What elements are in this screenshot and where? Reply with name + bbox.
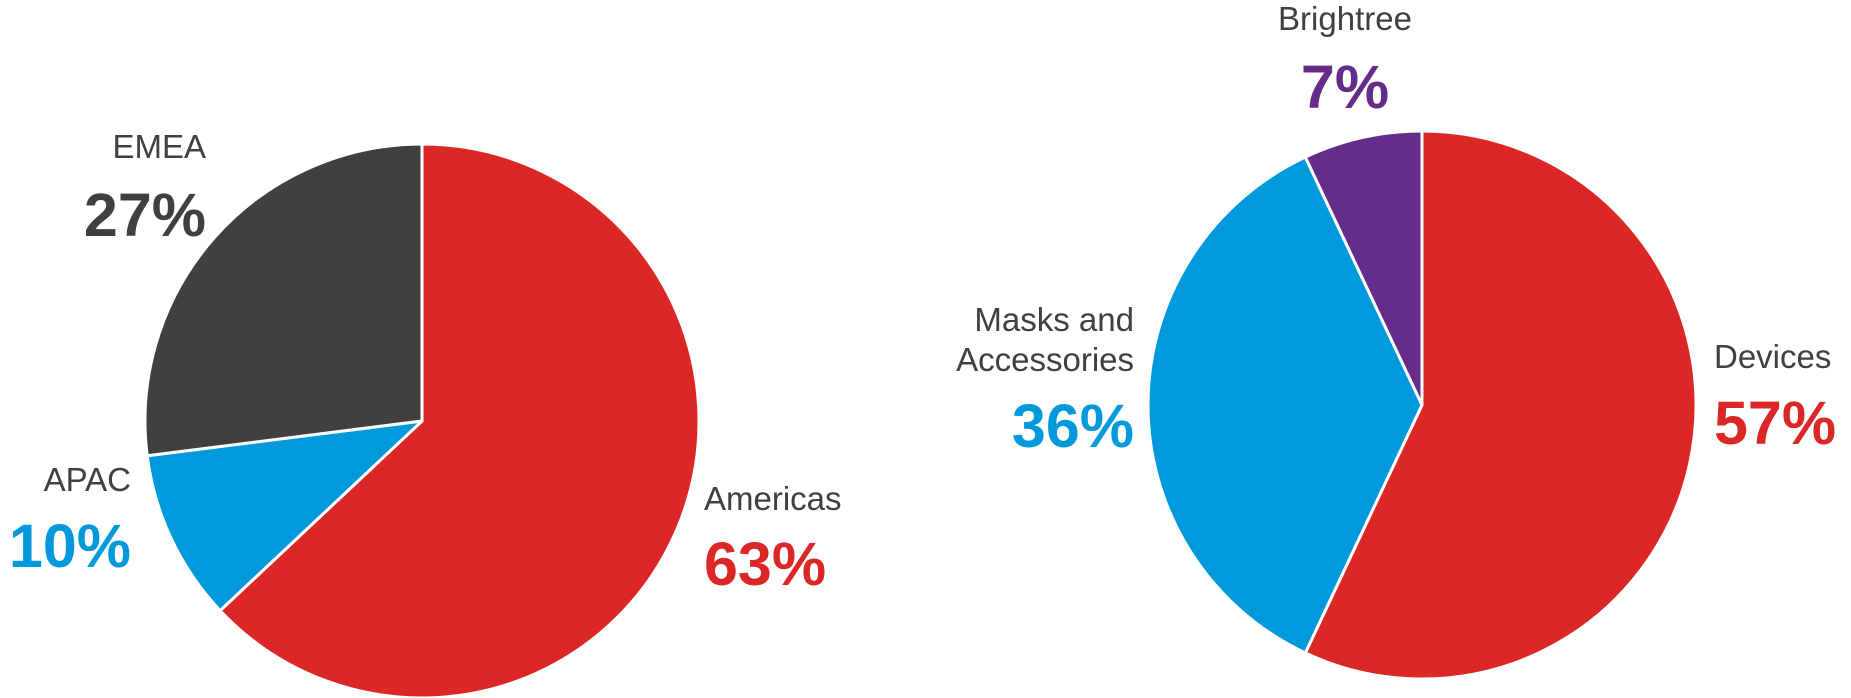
pie-slice-devices — [1303, 129, 1698, 681]
slice-label-americas: Americas — [704, 480, 842, 517]
slice-label-emea: EMEA — [112, 128, 206, 165]
pie-slice-apac — [145, 419, 424, 613]
slice-value-devices: 57% — [1714, 389, 1836, 457]
slice-label-brightree: Brightree — [1278, 0, 1412, 37]
pie-chart-region: Americas 63% APAC 10% EMEA 27% — [9, 128, 842, 698]
slice-value-brightree: 7% — [1301, 53, 1389, 121]
slice-label-masks-and-accessories: Masks and Accessories — [956, 301, 1134, 378]
pie-chart-product: Devices 57% Masks and Accessories 36% Brightr… — [956, 0, 1836, 681]
pie-slice-masks-and-accessories — [1146, 155, 1424, 655]
slice-value-masks-and-accessories: 36% — [1012, 392, 1134, 460]
slice-value-apac: 10% — [9, 512, 131, 580]
slice-label-devices: Devices — [1714, 338, 1831, 375]
pie-slice-emea — [143, 142, 424, 458]
pie-slice-americas — [218, 142, 701, 698]
slice-value-emea: 27% — [84, 181, 206, 249]
pie-slice-brightree — [1303, 129, 1424, 407]
slice-label-apac: APAC — [44, 461, 131, 498]
slice-value-americas: 63% — [704, 530, 826, 598]
